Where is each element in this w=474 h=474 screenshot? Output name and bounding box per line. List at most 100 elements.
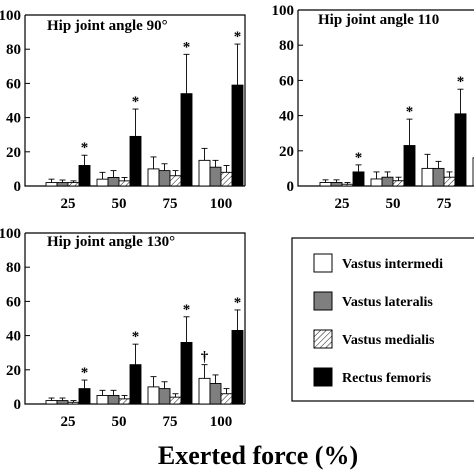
bar xyxy=(96,178,109,187)
bar xyxy=(45,400,58,405)
x-tick-label: 50 xyxy=(112,414,127,430)
axis-frame xyxy=(297,10,474,187)
bar xyxy=(209,383,222,405)
bar xyxy=(180,341,193,405)
panel-title: Hip joint angle 130° xyxy=(47,234,175,250)
x-tick-label: 50 xyxy=(386,196,401,212)
dagger-mark: † xyxy=(201,350,209,366)
significance-star: * xyxy=(406,104,414,120)
bar xyxy=(220,393,233,405)
bar xyxy=(421,167,434,187)
bar xyxy=(118,180,131,187)
y-tick-label: 0 xyxy=(14,397,22,413)
panel-title: Hip joint angle 110 xyxy=(318,12,439,28)
bar xyxy=(67,182,80,187)
legend-swatch xyxy=(313,367,333,387)
y-tick-label: 0 xyxy=(14,179,22,195)
bar xyxy=(78,388,91,405)
y-tick-label: 60 xyxy=(6,294,21,310)
legend-swatch xyxy=(313,253,333,273)
x-axis-label: Exerted force (%) xyxy=(158,441,358,470)
bar xyxy=(403,145,416,187)
bar xyxy=(67,401,80,405)
x-tick-label: 75 xyxy=(163,414,178,430)
legend-swatch xyxy=(313,329,333,349)
bar xyxy=(198,159,211,187)
bar xyxy=(158,170,171,187)
significance-star: * xyxy=(457,74,465,90)
x-tick-label: 100 xyxy=(210,196,233,212)
legend-label: Vastus lateralis xyxy=(342,295,433,310)
significance-star: * xyxy=(234,29,242,45)
significance-star: * xyxy=(355,150,363,166)
bar xyxy=(129,135,142,187)
bar xyxy=(158,388,171,405)
x-tick-label: 100 xyxy=(210,414,233,430)
bar xyxy=(129,364,142,405)
panel-1: 0 20 40 60 80 100 Hip joint angle 90° * 25 * 50 * 75… xyxy=(0,8,246,212)
axis-frame-top-right xyxy=(25,14,246,186)
bar xyxy=(319,182,332,187)
y-tick-label: 0 xyxy=(287,179,295,195)
y-tick-label: 80 xyxy=(279,38,294,54)
bar xyxy=(352,171,365,187)
significance-star: * xyxy=(81,140,89,156)
axis-frame-top-right xyxy=(25,232,246,404)
significance-star: * xyxy=(234,295,242,311)
bar xyxy=(56,400,69,405)
bar xyxy=(209,166,222,187)
legend-label: Vastus medialis xyxy=(342,333,435,348)
y-tick-label: 20 xyxy=(6,145,21,161)
y-tick-label: 100 xyxy=(0,226,21,242)
y-tick-label: 80 xyxy=(6,260,21,276)
bar xyxy=(341,183,354,187)
bar xyxy=(432,167,445,187)
bar xyxy=(107,176,120,187)
panel-2: 0 20 40 60 80 100 Hip joint angle 110 * 25 * 50 * 75 xyxy=(272,3,474,212)
bar xyxy=(198,377,211,405)
panel-3: 0 20 40 60 80 100 Hip joint angle 130° * 25 * 50 * 7… xyxy=(0,226,246,430)
legend-swatch xyxy=(313,291,333,311)
significance-star: * xyxy=(132,94,140,110)
bar xyxy=(381,176,394,187)
bar xyxy=(96,395,109,405)
y-tick-label: 100 xyxy=(0,8,21,24)
bar xyxy=(118,398,131,405)
y-tick-label: 60 xyxy=(6,76,21,92)
bar xyxy=(443,176,456,187)
bar xyxy=(169,175,182,187)
y-tick-label: 40 xyxy=(279,109,294,125)
y-tick-label: 80 xyxy=(6,42,21,58)
x-tick-label: 25 xyxy=(61,414,76,430)
bar xyxy=(180,93,193,187)
y-tick-label: 40 xyxy=(6,329,21,345)
significance-star: * xyxy=(183,302,191,318)
x-tick-label: 25 xyxy=(61,196,76,212)
bar xyxy=(78,165,91,187)
bar xyxy=(392,180,405,187)
bar xyxy=(56,182,69,187)
significance-star: * xyxy=(183,39,191,55)
bar xyxy=(231,84,244,187)
bar xyxy=(454,113,467,187)
y-tick-label: 60 xyxy=(279,73,294,89)
bar xyxy=(220,171,233,187)
significance-star: * xyxy=(81,365,89,381)
x-tick-label: 50 xyxy=(112,196,127,212)
bar xyxy=(169,396,182,405)
bar xyxy=(147,168,160,187)
legend-label: Vastus intermedi xyxy=(342,257,443,272)
bar xyxy=(45,182,58,187)
bar xyxy=(231,330,244,405)
legend-label: Rectus femoris xyxy=(342,371,432,386)
bar xyxy=(330,182,343,187)
bar xyxy=(147,386,160,405)
significance-star: * xyxy=(132,329,140,345)
bar xyxy=(107,395,120,405)
bar xyxy=(370,178,383,187)
y-tick-label: 40 xyxy=(6,111,21,127)
y-tick-label: 100 xyxy=(272,3,295,19)
y-tick-label: 20 xyxy=(279,144,294,160)
y-tick-label: 20 xyxy=(6,363,21,379)
